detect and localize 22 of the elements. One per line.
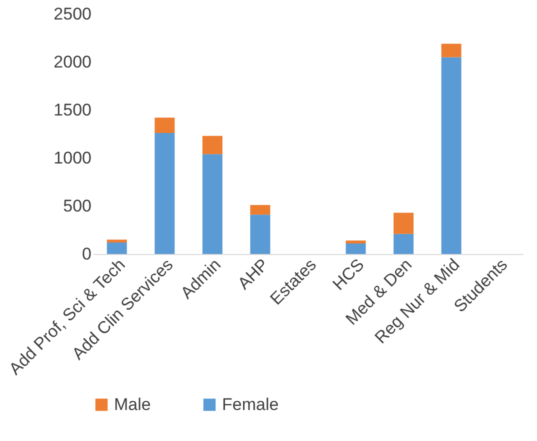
legend-label: Female: [222, 394, 279, 414]
bar: [250, 205, 270, 215]
y-tick-label: 0: [82, 244, 92, 264]
legend-label: Male: [114, 394, 151, 414]
bar: [394, 212, 414, 234]
bar: [202, 136, 222, 154]
bar: [441, 44, 462, 58]
y-tick-label: 2500: [54, 4, 92, 24]
bar: [154, 133, 175, 254]
y-tick-label: 1500: [54, 100, 92, 120]
bar: [346, 243, 366, 254]
bar: [346, 240, 366, 244]
y-tick-label: 500: [63, 196, 92, 216]
bar: [394, 234, 414, 254]
bar: [441, 57, 462, 254]
bar: [202, 154, 222, 254]
bar: [154, 118, 175, 134]
bar: [106, 240, 127, 242]
y-tick-label: 2000: [54, 52, 92, 72]
bar: [250, 214, 270, 254]
bar: [106, 242, 127, 254]
y-tick-label: 1000: [54, 148, 92, 168]
